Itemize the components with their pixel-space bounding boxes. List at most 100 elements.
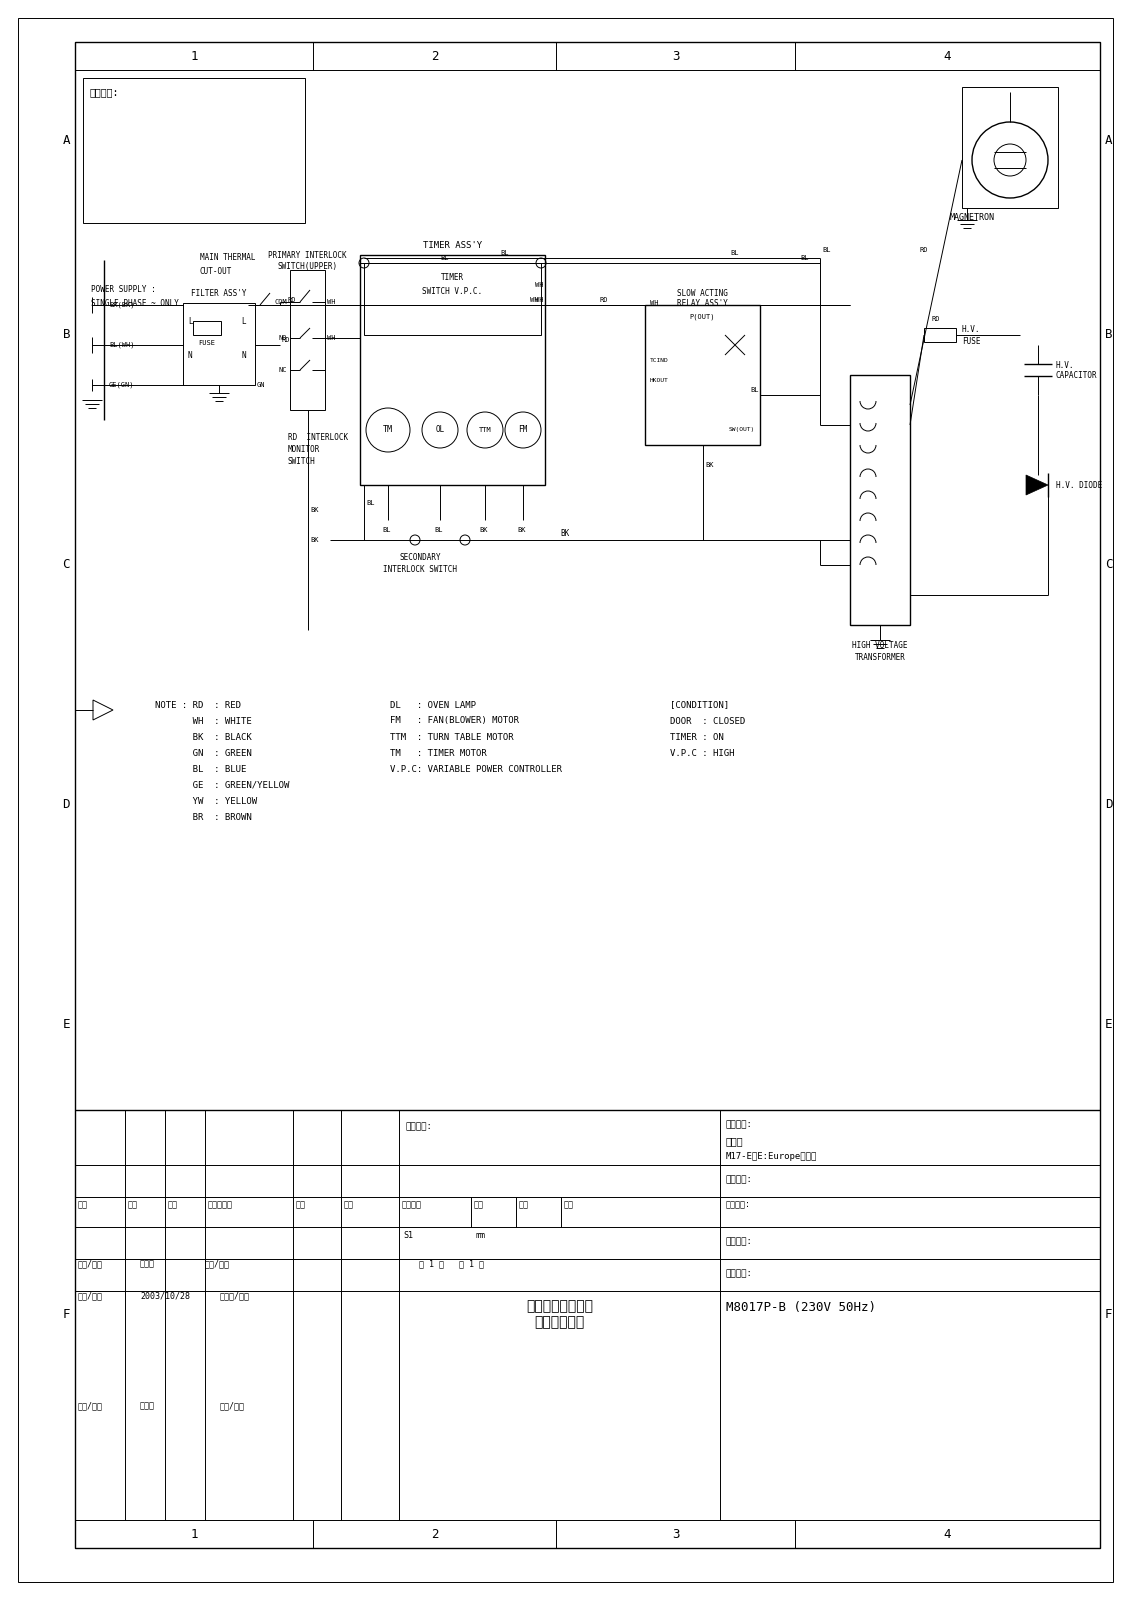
Text: 图样代号:: 图样代号: xyxy=(726,1174,753,1184)
Bar xyxy=(75,42,1100,70)
Text: MONITOR: MONITOR xyxy=(288,445,320,454)
Text: [CONDITION]: [CONDITION] xyxy=(670,701,729,709)
Text: 签名: 签名 xyxy=(296,1200,307,1210)
Text: TRANSFORMER: TRANSFORMER xyxy=(855,653,906,661)
Bar xyxy=(183,302,254,386)
Text: mm: mm xyxy=(475,1230,485,1240)
Text: WH: WH xyxy=(650,301,658,306)
Text: NOTE : RD  : RED: NOTE : RD : RED xyxy=(155,701,241,709)
Text: RELAY ASS'Y: RELAY ASS'Y xyxy=(677,299,728,307)
Text: TIMER : ON: TIMER : ON xyxy=(670,733,724,741)
Text: WH: WH xyxy=(535,298,544,302)
Text: WH: WH xyxy=(535,282,544,288)
Text: 1: 1 xyxy=(190,50,198,62)
Polygon shape xyxy=(1026,475,1048,494)
Text: 产品型号:: 产品型号: xyxy=(726,1269,753,1278)
Text: V.P.C: VARIABLE POWER CONTROLLER: V.P.C: VARIABLE POWER CONTROLLER xyxy=(390,765,562,773)
Text: 1: 1 xyxy=(190,1528,198,1541)
Text: C: C xyxy=(62,558,70,571)
Text: N: N xyxy=(241,350,245,360)
Text: BK: BK xyxy=(311,507,319,514)
Text: FM   : FAN(BLOWER) MOTOR: FM : FAN(BLOWER) MOTOR xyxy=(390,717,519,725)
Text: 图样代号:: 图样代号: xyxy=(726,1200,751,1210)
Text: RD: RD xyxy=(920,246,929,253)
Text: CAPACITOR: CAPACITOR xyxy=(1056,371,1097,379)
Text: BR  : BROWN: BR : BROWN xyxy=(155,813,252,821)
Text: WH: WH xyxy=(327,299,336,306)
Text: OL: OL xyxy=(435,426,444,435)
Text: BL: BL xyxy=(750,387,759,394)
Text: BL: BL xyxy=(434,526,442,533)
Text: M17-E（E:Europe欧洲）: M17-E（E:Europe欧洲） xyxy=(726,1152,818,1162)
Text: 4: 4 xyxy=(943,50,951,62)
Text: BL: BL xyxy=(366,499,374,506)
Circle shape xyxy=(411,534,420,546)
Text: 设计/日期: 设计/日期 xyxy=(78,1259,103,1269)
Bar xyxy=(962,86,1057,208)
Text: GE  : GREEN/YELLOW: GE : GREEN/YELLOW xyxy=(155,781,290,789)
Text: FM: FM xyxy=(518,426,528,435)
Text: 重量: 重量 xyxy=(564,1200,575,1210)
Text: H.V.: H.V. xyxy=(962,325,981,333)
Text: 校对/日期: 校对/日期 xyxy=(78,1291,103,1301)
Text: FILTER ASS'Y: FILTER ASS'Y xyxy=(191,290,247,299)
Text: 电路图: 电路图 xyxy=(726,1136,743,1146)
Text: S1: S1 xyxy=(403,1230,413,1240)
Text: M8017P-B (230V 50Hz): M8017P-B (230V 50Hz) xyxy=(726,1301,877,1314)
Text: BL: BL xyxy=(800,254,809,261)
Text: 分区: 分区 xyxy=(169,1200,178,1210)
Text: 2003/10/28: 2003/10/28 xyxy=(140,1291,190,1301)
Text: BK: BK xyxy=(517,526,526,533)
Text: TM: TM xyxy=(383,426,392,435)
Text: 共 1 张   第 1 张: 共 1 张 第 1 张 xyxy=(418,1259,484,1269)
Text: BL: BL xyxy=(822,246,830,253)
Text: POWER SUPPLY :: POWER SUPPLY : xyxy=(90,285,156,294)
Text: 制造有限公司: 制造有限公司 xyxy=(534,1315,585,1330)
Text: 2: 2 xyxy=(431,50,438,62)
Text: 标记: 标记 xyxy=(78,1200,88,1210)
Text: GE(GN): GE(GN) xyxy=(109,382,135,389)
Text: H.V.: H.V. xyxy=(1056,360,1074,370)
Bar xyxy=(75,1520,1100,1549)
Bar xyxy=(83,78,305,222)
Text: 标准化/日期: 标准化/日期 xyxy=(221,1291,250,1301)
Text: HKOUT: HKOUT xyxy=(650,378,668,382)
Text: SINGLE PHASE ~ ONLY: SINGLE PHASE ~ ONLY xyxy=(90,299,179,309)
Text: BK: BK xyxy=(480,526,487,533)
Text: TCIND: TCIND xyxy=(650,357,668,363)
Text: 材料标记:: 材料标记: xyxy=(405,1122,432,1131)
Text: GN: GN xyxy=(257,382,266,387)
Circle shape xyxy=(460,534,470,546)
Text: CUT-OUT: CUT-OUT xyxy=(200,267,232,277)
Text: BR(BK): BR(BK) xyxy=(109,302,135,309)
Text: DOOR  : CLOSED: DOOR : CLOSED xyxy=(670,717,745,725)
Bar xyxy=(924,328,956,342)
Text: SW(OUT): SW(OUT) xyxy=(728,427,756,432)
Text: BK  : BLACK: BK : BLACK xyxy=(155,733,252,741)
Text: NC: NC xyxy=(278,366,287,373)
Text: DL   : OVEN LAMP: DL : OVEN LAMP xyxy=(390,701,476,709)
Text: F: F xyxy=(1105,1309,1113,1322)
Text: 单位: 单位 xyxy=(474,1200,484,1210)
Text: YW  : YELLOW: YW : YELLOW xyxy=(155,797,257,805)
Text: SWITCH V.P.C.: SWITCH V.P.C. xyxy=(423,286,483,296)
Text: 图样名称:: 图样名称: xyxy=(726,1120,753,1130)
Text: GN  : GREEN: GN : GREEN xyxy=(155,749,252,757)
Text: BK: BK xyxy=(311,538,319,542)
Text: 物料编码:: 物料编码: xyxy=(726,1237,753,1246)
Text: RD: RD xyxy=(288,298,296,302)
Text: TTM: TTM xyxy=(478,427,491,434)
Text: B: B xyxy=(1105,328,1113,341)
Bar xyxy=(193,322,221,334)
Text: 4: 4 xyxy=(943,1528,951,1541)
Text: P(OUT): P(OUT) xyxy=(690,314,715,320)
Text: BK: BK xyxy=(706,462,714,467)
Text: 3: 3 xyxy=(672,50,680,62)
Text: 处数: 处数 xyxy=(128,1200,138,1210)
Text: WH  : WHITE: WH : WHITE xyxy=(155,717,252,725)
Text: E: E xyxy=(1105,1019,1113,1032)
Text: BL  : BLUE: BL : BLUE xyxy=(155,765,247,773)
Text: 日期: 日期 xyxy=(344,1200,354,1210)
Text: BL(WH): BL(WH) xyxy=(109,342,135,349)
Text: RD  INTERLOCK: RD INTERLOCK xyxy=(288,434,348,443)
